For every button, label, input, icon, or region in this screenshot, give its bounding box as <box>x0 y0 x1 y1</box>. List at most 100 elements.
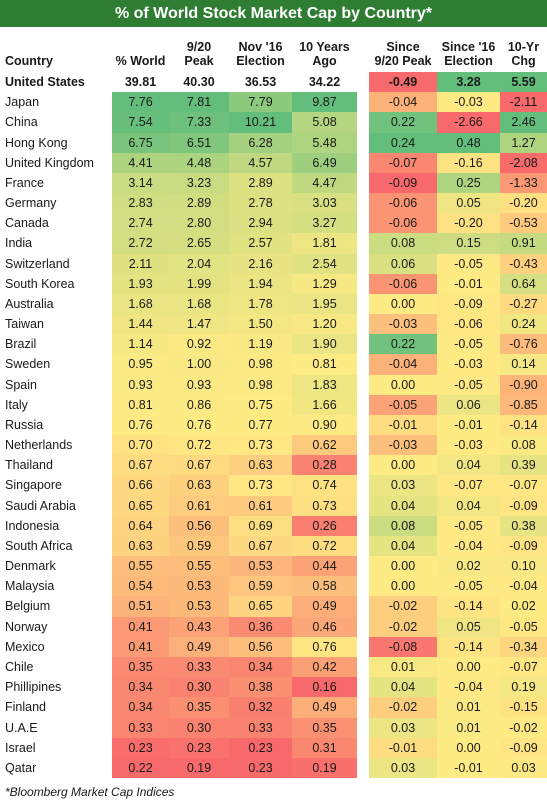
cell-ten-yr-chg: -2.08 <box>500 152 547 173</box>
cell-ten-yr-chg: 0.38 <box>500 515 547 536</box>
cell-ten-years-ago: 4.47 <box>292 172 357 194</box>
cell-peak-9-20: 0.35 <box>169 697 229 718</box>
cell-since-peak: 0.24 <box>369 132 437 153</box>
table-row: Norway 0.41 0.43 0.36 0.46 -0.02 0.05 -0.05 <box>0 616 547 637</box>
table-row: Switzerland 2.11 2.04 2.16 2.54 0.06 -0.05 -0.4… <box>0 253 547 274</box>
cell-ten-yr-chg: -0.76 <box>500 334 547 355</box>
cell-peak-9-20: 2.04 <box>169 253 229 274</box>
table-row: Phillipines 0.34 0.30 0.38 0.16 0.04 -0.04 0.19 <box>0 677 547 698</box>
page-title: % of World Stock Market Cap by Country* <box>0 0 547 27</box>
cell-since-peak: 0.08 <box>369 233 437 254</box>
cell-peak-9-20: 0.19 <box>169 757 229 779</box>
cell-nov-16-election: 6.28 <box>229 132 292 153</box>
cell-since-election: -0.01 <box>437 273 500 294</box>
cell-pct-world: 7.54 <box>112 112 169 133</box>
cell-country: U.A.E <box>5 720 38 735</box>
cell-ten-years-ago: 2.54 <box>292 253 357 274</box>
cell-since-peak: -0.04 <box>369 92 437 113</box>
cell-since-peak: 0.03 <box>369 757 437 779</box>
cell-ten-yr-chg: -0.09 <box>500 737 547 758</box>
cell-nov-16-election: 0.38 <box>229 677 292 698</box>
cell-nov-16-election: 2.78 <box>229 193 292 214</box>
header-line2: % World <box>115 54 166 68</box>
cell-since-election: 0.01 <box>437 717 500 738</box>
cell-pct-world: 6.75 <box>112 132 169 153</box>
cell-since-election: 0.05 <box>437 616 500 637</box>
cell-since-election: 0.25 <box>437 172 500 194</box>
cell-since-election: 0.06 <box>437 394 500 415</box>
cell-since-peak: -0.02 <box>369 616 437 637</box>
cell-ten-yr-chg: -2.11 <box>500 92 547 113</box>
cell-ten-yr-chg: 0.03 <box>500 757 547 779</box>
header-line2: Chg <box>511 54 536 68</box>
cell-ten-years-ago: 0.76 <box>292 636 357 657</box>
cell-country: Taiwan <box>5 317 44 332</box>
cell-ten-years-ago: 0.26 <box>292 515 357 536</box>
table-row: Australia 1.68 1.68 1.78 1.95 0.00 -0.09 -0.27 <box>0 293 547 315</box>
cell-peak-9-20: 0.76 <box>169 414 229 436</box>
cell-peak-9-20: 2.65 <box>169 233 229 254</box>
cell-peak-9-20: 6.51 <box>169 132 229 153</box>
cell-since-peak: 0.22 <box>369 112 437 133</box>
cell-country: Hong Kong <box>5 135 68 150</box>
header-line2: Peak <box>184 54 214 68</box>
cell-ten-years-ago: 0.31 <box>292 737 357 758</box>
cell-peak-9-20: 4.48 <box>169 152 229 173</box>
cell-ten-years-ago: 0.42 <box>292 656 357 678</box>
cell-since-peak: -0.08 <box>369 636 437 657</box>
cell-nov-16-election: 0.61 <box>229 495 292 516</box>
cell-ten-yr-chg: -0.09 <box>500 535 547 557</box>
cell-country: Australia <box>5 296 54 311</box>
cell-nov-16-election: 10.21 <box>229 112 292 133</box>
cell-pct-world: 2.72 <box>112 233 169 254</box>
cell-ten-years-ago: 0.62 <box>292 435 357 456</box>
cell-since-election: -0.05 <box>437 334 500 355</box>
cell-peak-9-20: 0.23 <box>169 737 229 758</box>
cell-since-election: -2.66 <box>437 112 500 133</box>
cell-country: Russia <box>5 417 44 432</box>
cell-pct-world: 1.14 <box>112 334 169 355</box>
cell-ten-years-ago: 1.81 <box>292 233 357 254</box>
cell-ten-yr-chg: 0.91 <box>500 233 547 254</box>
cell-ten-years-ago: 0.44 <box>292 556 357 577</box>
cell-since-election: 0.01 <box>437 697 500 718</box>
cell-country: Thailand <box>5 458 53 473</box>
cell-ten-yr-chg: -0.14 <box>500 414 547 436</box>
footnote: *Bloomberg Market Cap Indices <box>5 785 175 799</box>
table-row: Belgium 0.51 0.53 0.65 0.49 -0.02 -0.14 0.02 <box>0 596 547 617</box>
cell-nov-16-election: 0.73 <box>229 475 292 496</box>
cell-peak-9-20: 40.30 <box>183 75 215 89</box>
table-header: Country% World 9/20 Peak Nov '16 Election 10 … <box>0 29 547 71</box>
cell-ten-years-ago: 9.87 <box>292 92 357 113</box>
cell-nov-16-election: 0.59 <box>229 576 292 597</box>
header-ten-yr-chg: 10-Yr Chg <box>500 29 547 71</box>
cell-since-election: -0.05 <box>437 576 500 597</box>
cell-nov-16-election: 0.77 <box>229 414 292 436</box>
cell-since-peak: 0.22 <box>369 334 437 355</box>
cell-ten-years-ago: 3.03 <box>292 193 357 214</box>
cell-country: Israel <box>5 740 36 755</box>
table-row: Qatar 0.22 0.19 0.23 0.19 0.03 -0.01 0.03 <box>0 757 547 779</box>
cell-pct-world: 0.65 <box>112 495 169 516</box>
cell-nov-16-election: 1.94 <box>229 273 292 294</box>
cell-peak-9-20: 0.49 <box>169 636 229 657</box>
table-row: Saudi Arabia 0.65 0.61 0.61 0.73 0.04 0.04 -0.0… <box>0 495 547 516</box>
cell-peak-9-20: 0.72 <box>169 435 229 456</box>
table-row: Indonesia 0.64 0.56 0.69 0.26 0.08 -0.05 0.38 <box>0 515 547 536</box>
cell-peak-9-20: 0.53 <box>169 596 229 617</box>
table-row: Germany 2.83 2.89 2.78 3.03 -0.06 0.05 -0.20 <box>0 193 547 214</box>
table-row: Spain 0.93 0.93 0.98 1.83 0.00 -0.05 -0.90 <box>0 374 547 395</box>
table-row: Brazil 1.14 0.92 1.19 1.90 0.22 -0.05 -0.76 <box>0 334 547 355</box>
cell-since-peak: 0.00 <box>369 293 437 315</box>
cell-ten-yr-chg: 0.10 <box>500 556 547 577</box>
market-cap-table: United States 39.81 40.30 36.53 34.22 -0.49 3.… <box>0 72 547 779</box>
cell-nov-16-election: 0.65 <box>229 596 292 617</box>
cell-since-election: -0.06 <box>437 314 500 335</box>
table-row: Hong Kong 6.75 6.51 6.28 5.48 0.24 0.48 1.27 <box>0 132 547 153</box>
cell-since-election: -0.14 <box>437 596 500 617</box>
table-row: Denmark 0.55 0.55 0.53 0.44 0.00 0.02 0.10 <box>0 556 547 577</box>
cell-pct-world: 2.74 <box>112 213 169 234</box>
table-row: Finland 0.34 0.35 0.32 0.49 -0.02 0.01 -0.15 <box>0 697 547 718</box>
cell-pct-world: 0.23 <box>112 737 169 758</box>
cell-peak-9-20: 0.86 <box>169 394 229 415</box>
